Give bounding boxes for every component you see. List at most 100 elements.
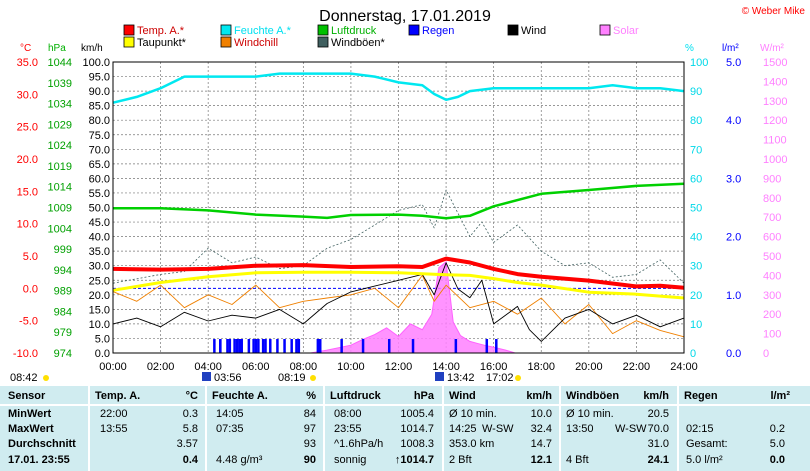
rain-tick-label: 0.0 xyxy=(726,348,741,360)
rain-bar xyxy=(485,339,489,353)
legend-swatch xyxy=(123,24,135,36)
solar-tick-label: 500 xyxy=(763,251,781,263)
wind-tick-label: 15.0 xyxy=(89,304,110,316)
sun-event-sunrise: 08:19 xyxy=(278,372,306,383)
stats-humidity-value: 90 xyxy=(303,454,316,466)
solar-tick-label: 100 xyxy=(763,329,781,341)
pressure-tick-label: 1009 xyxy=(48,203,72,215)
stats-rain-value: 0.2 xyxy=(769,423,785,435)
rain-tick-label: 2.0 xyxy=(726,232,741,244)
solar-tick-label: 1000 xyxy=(763,154,787,166)
rain-bar xyxy=(495,339,498,353)
wind-tick-label: 10.0 xyxy=(89,319,110,331)
rain-bar xyxy=(257,339,260,353)
stats-temp-value: 0.3 xyxy=(182,408,198,420)
time-tick-label: 20:00 xyxy=(575,361,603,373)
rain-tick-label: 1.0 xyxy=(726,290,741,302)
wind-tick-label: 100.0 xyxy=(82,57,110,69)
stats-unit-temp: °C xyxy=(185,390,198,402)
temp-tick-label: 25.0 xyxy=(17,122,38,134)
sun-icon xyxy=(43,375,49,381)
column-divider xyxy=(323,386,325,471)
sunset-icon xyxy=(515,375,521,381)
pressure-tick-label: 1034 xyxy=(48,99,72,111)
wind-tick-label: 50.0 xyxy=(89,203,110,215)
chart-legend: Temp. A.* Feuchte A.* Luftdruck Wind Regen So… xyxy=(123,24,639,49)
stats-gust-value: 70.0 xyxy=(647,423,669,435)
rain-bar xyxy=(276,339,279,353)
wind-tick-label: 70.0 xyxy=(89,144,110,156)
weather-chart: Donnerstag, 17.01.2019 © Weber Mike Temp… xyxy=(10,6,806,383)
temp-tick-label: -5.0 xyxy=(19,316,38,328)
moon-icon xyxy=(202,372,211,381)
solar-tick-label: 1400 xyxy=(763,76,787,88)
time-tick-label: 10:00 xyxy=(337,361,365,373)
time-tick-label: 16:00 xyxy=(480,361,508,373)
wind-tick-label: 40.0 xyxy=(89,232,110,244)
stats-temp-value: 5.8 xyxy=(182,423,198,435)
axis-title-humidity: % xyxy=(685,43,694,54)
stats-humidity-time: 14:05 xyxy=(216,408,244,420)
stats-temp-value: 3.57 xyxy=(176,438,198,450)
wind-tick-label: 35.0 xyxy=(89,246,110,258)
stats-humidity-time: 07:35 xyxy=(216,423,244,435)
temp-tick-label: 15.0 xyxy=(17,186,38,198)
stats-pressure-value: 1014.7 xyxy=(400,423,434,435)
stats-row-label: MaxWert xyxy=(8,423,54,435)
time-tick-label: 22:00 xyxy=(623,361,651,373)
axis-title-solar: W/m² xyxy=(760,43,785,54)
legend-label: Taupunkt* xyxy=(137,37,187,49)
pressure-tick-label: 974 xyxy=(54,348,72,360)
legend-label: Temp. A.* xyxy=(137,25,185,37)
legend-label: Windchill xyxy=(234,37,278,49)
wind-tick-label: 25.0 xyxy=(89,275,110,287)
pressure-tick-label: 989 xyxy=(54,286,72,298)
solar-tick-label: 300 xyxy=(763,290,781,302)
stats-humidity-time: 4.48 g/m³ xyxy=(216,454,263,466)
stats-pressure-time: 08:00 xyxy=(334,408,362,420)
copyright-label: © Weber Mike xyxy=(742,6,806,17)
pressure-tick-label: 1044 xyxy=(48,57,72,69)
stats-pressure-time: 23:55 xyxy=(334,423,362,435)
pressure-tick-label: 1039 xyxy=(48,78,72,90)
axis-title-temp: °C xyxy=(20,43,31,54)
solar-tick-label: 1300 xyxy=(763,96,787,108)
series-line-luftdruck xyxy=(113,182,685,220)
wind-tick-label: 30.0 xyxy=(89,261,110,273)
time-tick-label: 18:00 xyxy=(527,361,555,373)
axis-title-rain: l/m² xyxy=(722,43,739,54)
stats-unit-humidity: % xyxy=(306,390,316,402)
legend-swatch xyxy=(220,36,232,48)
sunrise-icon xyxy=(310,375,316,381)
axis-title-pressure: hPa xyxy=(48,43,66,54)
stats-rain-time: 5.0 l/m² xyxy=(686,454,723,466)
rain-bar xyxy=(264,339,267,353)
pressure-tick-label: 999 xyxy=(54,244,72,256)
rain-bar xyxy=(252,339,255,353)
legend-swatch xyxy=(220,24,232,36)
humidity-tick-label: 80 xyxy=(690,115,702,127)
rain-bar xyxy=(297,339,301,353)
pressure-tick-label: 1014 xyxy=(48,182,72,194)
solar-tick-label: 800 xyxy=(763,193,781,205)
sun-event-moonset: 13:42 xyxy=(447,372,475,383)
series-line-windchill xyxy=(112,274,685,338)
pressure-tick-label: 1029 xyxy=(48,119,72,131)
wind-tick-label: 60.0 xyxy=(89,173,110,185)
rain-bar xyxy=(238,339,241,353)
stats-gust-value: 20.5 xyxy=(647,408,669,420)
wind-tick-label: 20.0 xyxy=(89,290,110,302)
rain-bar xyxy=(283,339,286,353)
solar-tick-label: 1200 xyxy=(763,115,787,127)
stats-pressure-value: ↑1014.7 xyxy=(394,454,434,466)
stats-unit-pressure: hPa xyxy=(413,390,434,402)
stats-wind-time: Ø 10 min. xyxy=(449,408,497,420)
temp-tick-label: 20.0 xyxy=(17,154,38,166)
rain-tick-label: 4.0 xyxy=(726,115,741,127)
time-tick-label: 02:00 xyxy=(147,361,175,373)
stats-wind-time: 14:25 xyxy=(449,423,477,435)
stats-header-gust: Windböen xyxy=(566,390,620,402)
humidity-tick-label: 100 xyxy=(690,57,708,69)
stats-wind-time: 353.0 km xyxy=(449,438,495,450)
sun-event-sunset: 17:02 xyxy=(486,372,514,383)
